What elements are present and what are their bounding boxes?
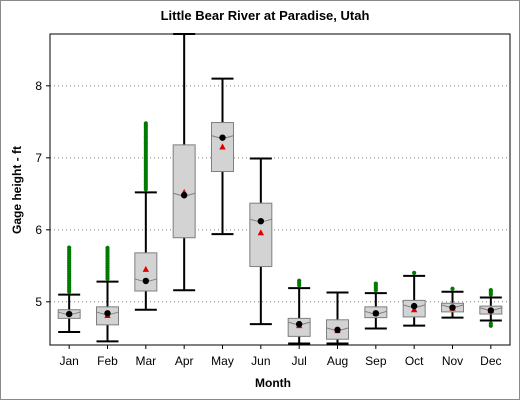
y-tick-label: 6 [35,223,42,237]
y-axis-title: Gage height - ft [10,146,24,234]
box-nov [441,286,464,319]
median-marker [180,192,188,199]
outlier-point [412,270,417,275]
outlier-point [373,281,378,286]
x-tick-label: Jun [251,354,270,368]
box-aug [326,291,349,345]
box-jul [287,278,311,345]
median-marker [449,304,456,311]
median-marker [334,326,341,334]
outlier-point [143,121,148,126]
x-tick-label: Aug [327,354,348,368]
median-marker [372,310,380,317]
box-dec [479,287,503,328]
x-tick-label: Jan [59,354,78,368]
box-mar [134,121,158,311]
x-tick-label: Oct [405,354,424,368]
iqr-box [134,252,158,292]
box-oct [402,270,426,327]
x-axis-title: Month [255,376,291,390]
x-tick-label: Jul [291,354,306,368]
median-marker [104,310,111,317]
box-sep [364,281,388,330]
median-marker [410,302,418,310]
y-tick-label: 7 [35,151,42,165]
x-tick-label: Feb [97,354,118,368]
x-tick-label: Nov [442,354,463,368]
x-tick-label: Dec [480,354,501,368]
box-may [211,77,234,236]
box-jun [249,157,273,326]
median-marker [142,277,150,285]
outlier-point [488,287,493,293]
plot-border [49,33,511,346]
y-axis: 5 6 7 8 [35,79,50,309]
median-marker [219,134,226,141]
box-feb [96,245,119,343]
outlier-point [105,245,110,250]
x-tick-label: Apr [175,354,194,368]
mean-marker [142,265,150,272]
mean-marker [257,229,265,236]
mean-marker [219,143,226,150]
chart-title: Little Bear River at Paradise, Utah [161,8,370,23]
x-axis: Jan Feb Mar Apr May Jun Jul Aug Sep Oct Nov Dec [59,345,502,368]
median-marker [65,310,73,318]
box-jan [57,245,81,334]
box-apr [172,33,196,292]
x-tick-label: May [211,354,234,368]
median-marker [487,307,495,314]
y-tick-label: 8 [35,79,42,93]
outlier-point [297,278,302,283]
x-tick-label: Mar [135,354,156,368]
y-tick-label: 5 [35,295,42,309]
x-tick-label: Sep [365,354,387,368]
grid [50,85,510,303]
median-marker [257,217,265,225]
outlier-point [67,245,72,250]
outlier-point [450,286,455,291]
plot-area [57,33,503,345]
median-marker [295,320,303,328]
outlier-point [488,323,493,328]
